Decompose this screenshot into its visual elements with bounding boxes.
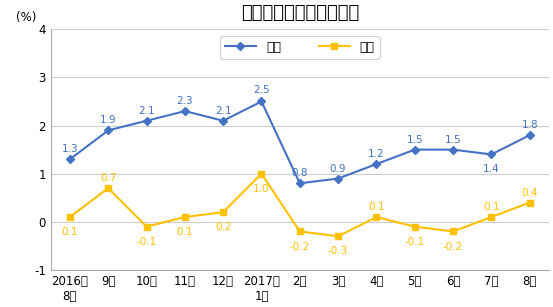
Line: 环比: 环比 xyxy=(67,171,533,239)
Text: 0.1: 0.1 xyxy=(176,227,193,237)
Text: 1.3: 1.3 xyxy=(61,144,78,154)
Text: 0.1: 0.1 xyxy=(62,227,78,237)
同比 xyxy=(296,181,303,185)
Text: 1.5: 1.5 xyxy=(406,135,423,145)
同比 xyxy=(220,119,227,122)
Text: 1.2: 1.2 xyxy=(368,149,385,159)
Text: (%): (%) xyxy=(16,11,36,25)
Text: 1.9: 1.9 xyxy=(100,115,117,126)
环比 xyxy=(373,215,380,219)
Text: 0.1: 0.1 xyxy=(483,202,499,212)
Text: 0.2: 0.2 xyxy=(215,222,231,232)
环比 xyxy=(411,225,418,228)
环比 xyxy=(181,215,188,219)
同比 xyxy=(373,162,380,166)
环比 xyxy=(296,230,303,233)
同比 xyxy=(335,177,341,180)
Legend: 同比, 环比: 同比, 环比 xyxy=(220,36,380,59)
Text: 2.1: 2.1 xyxy=(138,106,155,116)
Line: 同比: 同比 xyxy=(67,98,533,186)
同比 xyxy=(411,148,418,151)
同比 xyxy=(450,148,456,151)
Text: 0.8: 0.8 xyxy=(291,168,308,178)
Text: 2.5: 2.5 xyxy=(253,85,270,95)
同比 xyxy=(66,157,73,161)
同比 xyxy=(526,133,533,137)
环比 xyxy=(66,215,73,219)
Text: -0.3: -0.3 xyxy=(328,246,348,256)
同比 xyxy=(181,109,188,113)
Title: 全国居民消费价格涨跌幅: 全国居民消费价格涨跌幅 xyxy=(241,4,359,22)
Text: -0.1: -0.1 xyxy=(137,237,156,247)
同比 xyxy=(258,100,265,103)
同比 xyxy=(488,153,495,156)
Text: -0.2: -0.2 xyxy=(443,242,463,251)
Text: 0.9: 0.9 xyxy=(330,164,346,173)
Text: 1.4: 1.4 xyxy=(483,165,500,174)
Text: 2.3: 2.3 xyxy=(176,96,193,106)
Text: 0.4: 0.4 xyxy=(521,188,538,198)
Text: -0.1: -0.1 xyxy=(405,237,425,247)
同比 xyxy=(143,119,150,122)
环比 xyxy=(526,201,533,204)
Text: 1.0: 1.0 xyxy=(253,184,270,194)
环比 xyxy=(220,210,227,214)
环比 xyxy=(450,230,456,233)
同比 xyxy=(105,129,112,132)
Text: -0.2: -0.2 xyxy=(290,242,310,251)
Text: 2.1: 2.1 xyxy=(215,106,232,116)
环比 xyxy=(335,235,341,238)
环比 xyxy=(258,172,265,176)
环比 xyxy=(488,215,495,219)
Text: 1.8: 1.8 xyxy=(521,120,538,130)
Text: 1.5: 1.5 xyxy=(445,135,461,145)
环比 xyxy=(143,225,150,228)
Text: 0.1: 0.1 xyxy=(368,202,385,212)
环比 xyxy=(105,186,112,190)
Text: 0.7: 0.7 xyxy=(100,173,117,183)
